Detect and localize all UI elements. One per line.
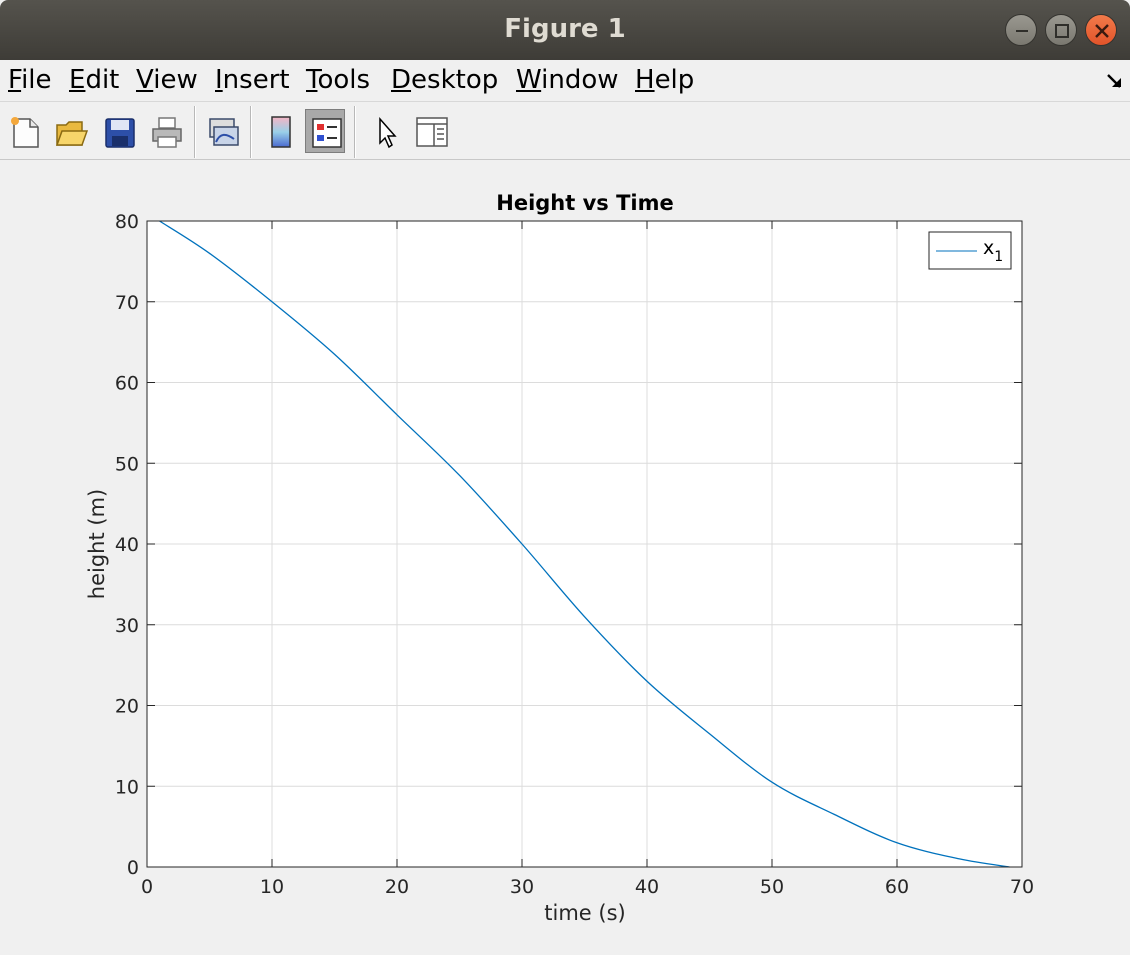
tick-marks — [146, 220, 1023, 868]
legend-entry: x1 — [983, 237, 1003, 265]
y-tick-label: 20 — [115, 696, 139, 718]
property-inspector-icon — [416, 117, 448, 147]
maximize-icon — [1055, 24, 1069, 38]
figure-toolbar — [0, 102, 1130, 160]
y-tick-label: 30 — [115, 615, 139, 637]
y-tick-label: 80 — [115, 211, 139, 233]
toolbar-separator — [194, 106, 196, 158]
y-tick-label: 50 — [115, 453, 139, 475]
colorbar-button[interactable] — [260, 109, 300, 153]
toolbar-separator — [250, 106, 252, 158]
y-tick-label: 70 — [115, 292, 139, 314]
menu-file[interactable]: File — [8, 65, 52, 95]
x-tick-label: 0 — [141, 876, 153, 898]
menu-window[interactable]: Window — [516, 65, 619, 95]
menu-insert[interactable]: Insert — [215, 65, 290, 95]
save-button[interactable] — [98, 109, 138, 153]
menu-view[interactable]: View — [136, 65, 198, 95]
menu-edit[interactable]: Edit — [69, 65, 120, 95]
y-axis-label: height (m) — [85, 489, 109, 599]
legend-entry-subscript: 1 — [994, 249, 1003, 265]
maximize-button[interactable] — [1045, 14, 1077, 46]
series-group — [159, 220, 1010, 868]
minimize-icon — [1016, 30, 1028, 32]
legend-entry-label: x — [983, 237, 994, 259]
window-titlebar[interactable]: Figure 1 — [0, 0, 1130, 60]
close-button[interactable] — [1085, 14, 1117, 46]
menu-help[interactable]: Help — [635, 65, 695, 95]
edit-plot-button[interactable] — [364, 109, 404, 153]
close-icon — [1095, 24, 1109, 38]
x-tick-label: 40 — [635, 876, 659, 898]
figure-canvas[interactable]: 0 10 20 30 40 50 60 70 0 10 20 30 40 50 60 70 80 Height … — [0, 160, 1130, 955]
y-tick-label: 10 — [115, 776, 139, 798]
x-tick-label: 60 — [885, 876, 909, 898]
legend-button[interactable] — [305, 109, 345, 153]
line-chart[interactable]: 0 10 20 30 40 50 60 70 0 10 20 30 40 50 60 70 80 Height … — [0, 160, 1130, 955]
print-icon — [152, 117, 182, 148]
open-file-button[interactable] — [50, 109, 90, 153]
x-tick-label: 10 — [260, 876, 284, 898]
toolbar-separator — [354, 106, 356, 158]
new-figure-icon — [11, 117, 39, 148]
menu-tools[interactable]: Tools — [306, 65, 371, 95]
link-plot-button[interactable] — [202, 109, 242, 153]
window-title: Figure 1 — [504, 14, 626, 44]
y-tick-label: 60 — [115, 373, 139, 395]
grid-lines — [147, 221, 1022, 867]
tick-labels: 0 10 20 30 40 50 60 70 0 10 20 30 40 50 60 70 80 — [115, 211, 1034, 898]
x-tick-label: 50 — [760, 876, 784, 898]
dock-arrow-icon[interactable] — [1106, 72, 1124, 90]
menu-bar: File Edit View Insert Tools Desktop Wind… — [0, 60, 1130, 102]
print-button[interactable] — [146, 109, 186, 153]
series-line-x1[interactable] — [159, 220, 1010, 868]
property-inspector-button[interactable] — [410, 109, 450, 153]
colorbar-icon — [271, 116, 291, 148]
link-plot-icon — [209, 118, 239, 146]
chart-title: Height vs Time — [496, 191, 674, 215]
legend-icon — [312, 118, 342, 148]
menu-desktop[interactable]: Desktop — [391, 65, 499, 95]
y-tick-label: 40 — [115, 534, 139, 556]
x-tick-label: 70 — [1010, 876, 1034, 898]
new-figure-button[interactable] — [4, 109, 44, 153]
y-tick-label: 0 — [127, 857, 139, 879]
edit-plot-arrow-icon — [379, 117, 397, 149]
minimize-button[interactable] — [1005, 14, 1037, 46]
save-icon — [105, 118, 135, 148]
legend[interactable]: x1 — [928, 231, 1012, 270]
open-file-icon — [55, 121, 88, 146]
x-axis-label: time (s) — [544, 901, 625, 925]
x-tick-label: 20 — [385, 876, 409, 898]
x-tick-label: 30 — [510, 876, 534, 898]
